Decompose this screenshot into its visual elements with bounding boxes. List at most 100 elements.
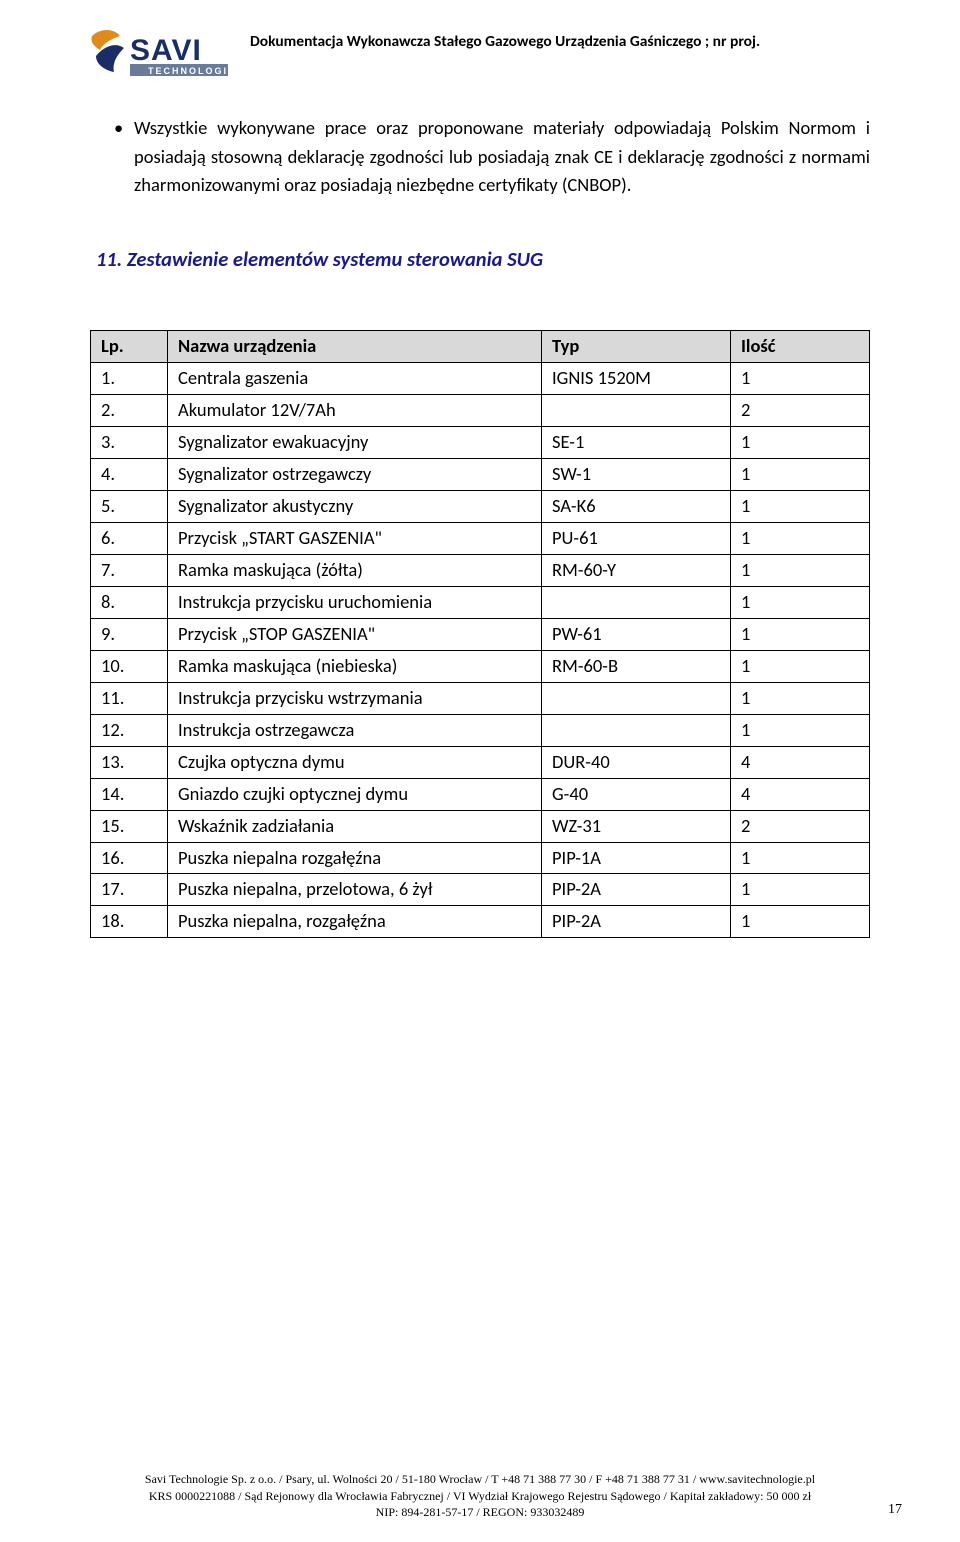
td-type: PIP-2A xyxy=(542,906,731,938)
td-lp: 1. xyxy=(91,362,168,394)
th-lp: Lp. xyxy=(91,331,168,363)
td-type: G-40 xyxy=(542,778,731,810)
td-name: Sygnalizator ewakuacyjny xyxy=(168,426,542,458)
td-name: Instrukcja ostrzegawcza xyxy=(168,714,542,746)
td-qty: 1 xyxy=(731,362,870,394)
td-lp: 12. xyxy=(91,714,168,746)
page-number: 17 xyxy=(888,1502,902,1518)
td-lp: 9. xyxy=(91,618,168,650)
td-type: WZ-31 xyxy=(542,810,731,842)
svg-text:TECHNOLOGIE: TECHNOLOGIE xyxy=(148,66,236,76)
td-type xyxy=(542,682,731,714)
equipment-table: Lp. Nazwa urządzenia Typ Ilość 1.Central… xyxy=(90,330,870,938)
table-row: 6.Przycisk „START GASZENIA"PU-611 xyxy=(91,522,870,554)
td-qty: 1 xyxy=(731,554,870,586)
bullet-paragraph: • Wszystkie wykonywane prace oraz propon… xyxy=(90,114,870,200)
td-qty: 1 xyxy=(731,618,870,650)
td-name: Czujka optyczna dymu xyxy=(168,746,542,778)
td-qty: 1 xyxy=(731,906,870,938)
td-type xyxy=(542,714,731,746)
bullet-text: Wszystkie wykonywane prace oraz proponow… xyxy=(134,114,870,200)
th-name: Nazwa urządzenia xyxy=(168,331,542,363)
td-qty: 4 xyxy=(731,778,870,810)
td-qty: 1 xyxy=(731,458,870,490)
company-logo: SAVI TECHNOLOGIE xyxy=(90,28,240,88)
td-name: Ramka maskująca (niebieska) xyxy=(168,650,542,682)
td-lp: 2. xyxy=(91,394,168,426)
td-qty: 1 xyxy=(731,522,870,554)
td-qty: 1 xyxy=(731,650,870,682)
td-name: Gniazdo czujki optycznej dymu xyxy=(168,778,542,810)
td-type: PU-61 xyxy=(542,522,731,554)
td-type xyxy=(542,394,731,426)
td-lp: 6. xyxy=(91,522,168,554)
bullet-glyph: • xyxy=(90,114,134,200)
td-lp: 4. xyxy=(91,458,168,490)
td-lp: 18. xyxy=(91,906,168,938)
table-row: 4.Sygnalizator ostrzegawczySW-11 xyxy=(91,458,870,490)
table-row: 9.Przycisk „STOP GASZENIA"PW-611 xyxy=(91,618,870,650)
td-name: Centrala gaszenia xyxy=(168,362,542,394)
td-name: Puszka niepalna, przelotowa, 6 żył xyxy=(168,874,542,906)
table-row: 18.Puszka niepalna, rozgałęźnaPIP-2A1 xyxy=(91,906,870,938)
footer-line-1: Savi Technologie Sp. z o.o. / Psary, ul.… xyxy=(0,1471,960,1487)
doc-title: Dokumentacja Wykonawcza Stałego Gazowego… xyxy=(250,28,870,52)
td-type: PIP-1A xyxy=(542,842,731,874)
td-qty: 1 xyxy=(731,426,870,458)
table-row: 5.Sygnalizator akustycznySA-K61 xyxy=(91,490,870,522)
section-title: 11. Zestawienie elementów systemu sterow… xyxy=(96,246,870,272)
td-qty: 1 xyxy=(731,682,870,714)
td-lp: 13. xyxy=(91,746,168,778)
td-type: PW-61 xyxy=(542,618,731,650)
table-row: 3.Sygnalizator ewakuacyjnySE-11 xyxy=(91,426,870,458)
page: SAVI TECHNOLOGIE Dokumentacja Wykonawcza… xyxy=(0,0,960,1542)
table-row: 13.Czujka optyczna dymuDUR-404 xyxy=(91,746,870,778)
td-qty: 1 xyxy=(731,714,870,746)
td-lp: 16. xyxy=(91,842,168,874)
td-qty: 1 xyxy=(731,586,870,618)
td-type: IGNIS 1520M xyxy=(542,362,731,394)
td-name: Ramka maskująca (żółta) xyxy=(168,554,542,586)
td-name: Sygnalizator ostrzegawczy xyxy=(168,458,542,490)
td-name: Przycisk „START GASZENIA" xyxy=(168,522,542,554)
td-name: Sygnalizator akustyczny xyxy=(168,490,542,522)
footer-line-2: KRS 0000221088 / Sąd Rejonowy dla Wrocła… xyxy=(0,1488,960,1504)
td-name: Instrukcja przycisku wstrzymania xyxy=(168,682,542,714)
footer: Savi Technologie Sp. z o.o. / Psary, ul.… xyxy=(0,1471,960,1520)
td-name: Puszka niepalna rozgałęźna xyxy=(168,842,542,874)
table-row: 12.Instrukcja ostrzegawcza 1 xyxy=(91,714,870,746)
td-lp: 8. xyxy=(91,586,168,618)
footer-line-3: NIP: 894-281-57-17 / REGON: 933032489 xyxy=(0,1504,960,1520)
td-lp: 11. xyxy=(91,682,168,714)
table-row: 17.Puszka niepalna, przelotowa, 6 żyłPIP… xyxy=(91,874,870,906)
svg-text:SAVI: SAVI xyxy=(130,34,202,67)
td-lp: 15. xyxy=(91,810,168,842)
td-lp: 3. xyxy=(91,426,168,458)
td-lp: 5. xyxy=(91,490,168,522)
td-lp: 14. xyxy=(91,778,168,810)
table-row: 11.Instrukcja przycisku wstrzymania 1 xyxy=(91,682,870,714)
td-type: RM-60-B xyxy=(542,650,731,682)
table-row: 15.Wskaźnik zadziałaniaWZ-312 xyxy=(91,810,870,842)
td-type xyxy=(542,586,731,618)
table-row: 7.Ramka maskująca (żółta)RM-60-Y1 xyxy=(91,554,870,586)
td-type: SA-K6 xyxy=(542,490,731,522)
td-type: SW-1 xyxy=(542,458,731,490)
header: SAVI TECHNOLOGIE Dokumentacja Wykonawcza… xyxy=(90,28,870,88)
table-row: 10.Ramka maskująca (niebieska)RM-60-B1 xyxy=(91,650,870,682)
table-row: 8.Instrukcja przycisku uruchomienia1 xyxy=(91,586,870,618)
td-qty: 2 xyxy=(731,810,870,842)
td-qty: 1 xyxy=(731,842,870,874)
table-row: 14.Gniazdo czujki optycznej dymuG-404 xyxy=(91,778,870,810)
td-qty: 2 xyxy=(731,394,870,426)
table-row: 16.Puszka niepalna rozgałęźnaPIP-1A1 xyxy=(91,842,870,874)
table-header-row: Lp. Nazwa urządzenia Typ Ilość xyxy=(91,331,870,363)
table-row: 1.Centrala gaszeniaIGNIS 1520M1 xyxy=(91,362,870,394)
td-type: RM-60-Y xyxy=(542,554,731,586)
td-qty: 1 xyxy=(731,874,870,906)
td-type: PIP-2A xyxy=(542,874,731,906)
td-lp: 7. xyxy=(91,554,168,586)
th-type: Typ xyxy=(542,331,731,363)
td-qty: 4 xyxy=(731,746,870,778)
td-name: Akumulator 12V/7Ah xyxy=(168,394,542,426)
